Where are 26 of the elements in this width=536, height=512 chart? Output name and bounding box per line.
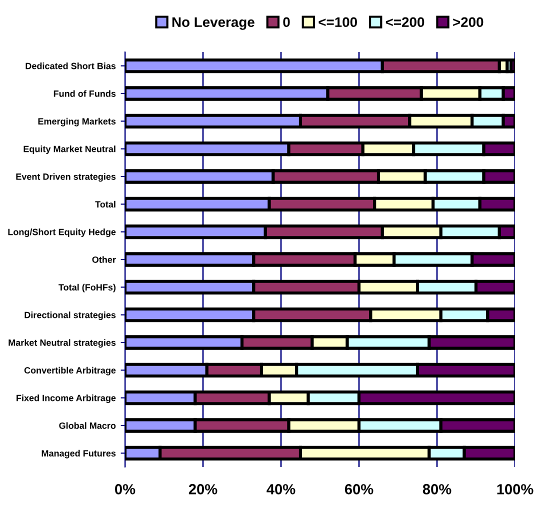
y-tick-label: Global Macro xyxy=(59,422,116,429)
x-tick-label: 20% xyxy=(188,484,218,494)
y-tick-label: Equity Market Neutral xyxy=(24,146,116,154)
y-tick-label: Fund of Funds xyxy=(54,90,116,97)
y-tick-label: Emerging Markets xyxy=(38,118,116,126)
y-tick-label: Convertible Arbitrage xyxy=(24,366,116,376)
y-tick-label: Other xyxy=(92,256,116,263)
x-tick-label: 80% xyxy=(422,484,452,494)
y-tick-label: Long/Short Equity Hedge xyxy=(8,228,116,238)
y-tick-label: Directional strategies xyxy=(24,312,116,320)
legend-label: No Leverage xyxy=(172,17,254,30)
x-tick-label: 100% xyxy=(497,484,534,494)
y-tick-label: Total xyxy=(95,200,116,208)
legend-label: 0 xyxy=(283,17,290,28)
y-tick-label: Total (FoHFs) xyxy=(58,284,116,292)
y-tick-label: Market Neutral strategies xyxy=(8,339,116,348)
x-tick-label: 60% xyxy=(344,484,374,494)
y-tick-label: Fixed Income Arbitrage xyxy=(16,394,116,404)
legend-label: >200 xyxy=(453,17,484,28)
x-tick-label: 0% xyxy=(115,484,136,494)
legend-label: <=200 xyxy=(386,17,424,28)
y-tick-label: Event Driven strategies xyxy=(16,173,116,182)
legend-label: <=100 xyxy=(318,17,357,28)
y-tick-label: Managed Futures xyxy=(42,450,116,458)
y-tick-label: Dedicated Short Bias xyxy=(26,62,116,70)
x-tick-label: 40% xyxy=(266,484,296,494)
